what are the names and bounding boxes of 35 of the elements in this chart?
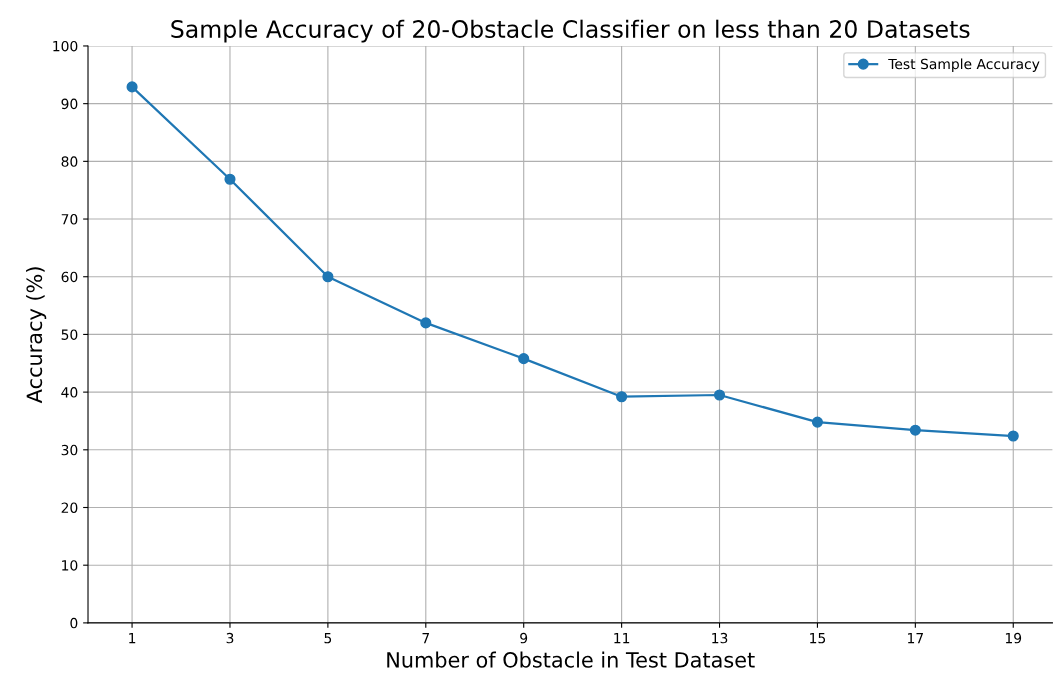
point [420,317,432,329]
x-tick-label: 7 [422,633,430,644]
x-tick-label: 15 [810,633,826,644]
point [616,391,628,403]
y-tick-label: 40 [61,387,78,398]
y-tick-label: 70 [61,214,78,225]
x-tick-label: 11 [614,633,630,644]
point [713,389,726,401]
y-tick-label: 10 [62,560,78,571]
legend-label: Test Sample Accuracy [888,58,1040,72]
y-tick-label: 60 [61,271,78,283]
point [518,353,530,365]
chart-title: Sample Accuracy of 20-Obstacle Classifier on less than 20 Datasets [171,19,970,43]
y-tick-label: 50 [61,329,78,340]
point [811,416,823,428]
y-tick-label: 90 [61,98,78,110]
point [126,81,138,93]
x-tick-label: 17 [908,633,923,644]
y-tick-label: 0 [70,617,78,629]
y-tick-label: 100 [53,40,78,52]
x-tick-label: 13 [712,632,728,644]
y-tick-label: 80 [61,156,78,167]
x-tick-label: 19 [1005,632,1022,644]
point [1007,430,1019,442]
x-axis-title: Number of Obstacle in Test Dataset [387,651,755,668]
point [322,271,334,283]
x-tick-label: 1 [129,633,136,644]
x-tick-label: 9 [520,632,528,644]
point [909,424,921,436]
y-axis-title: Accuracy (%) [26,267,47,404]
point [224,173,236,185]
y-tick-label: 30 [61,444,78,456]
x-tick-label: 3 [226,632,234,644]
y-tick-label: 20 [61,502,78,513]
x-tick-label: 5 [324,633,332,644]
